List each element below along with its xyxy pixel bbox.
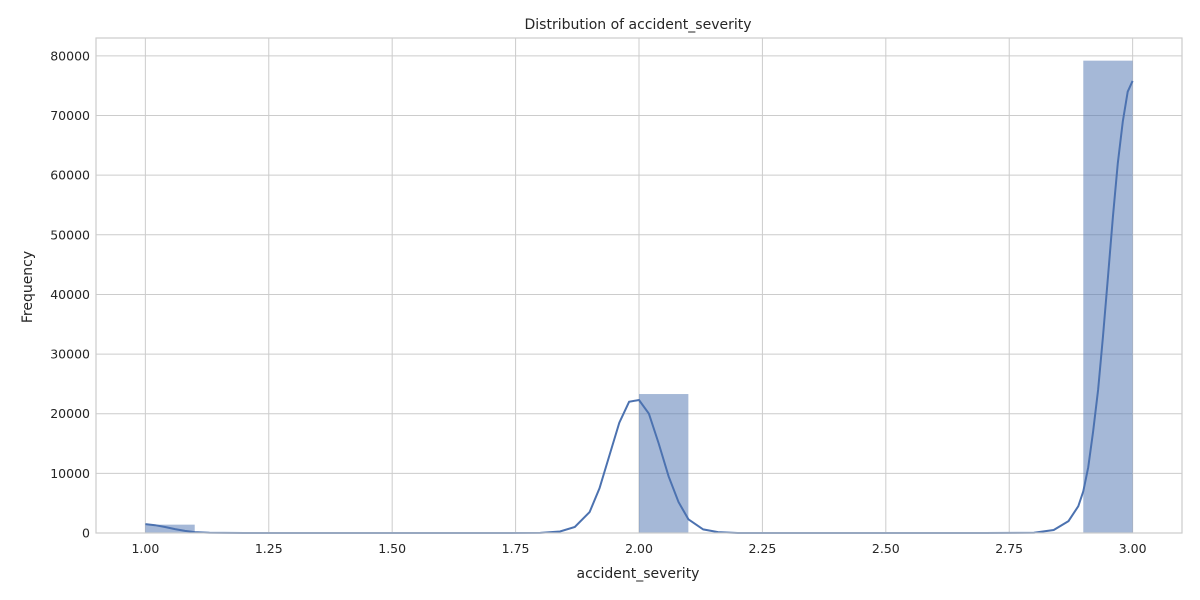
y-tick-label: 40000 bbox=[50, 287, 90, 302]
y-tick-label: 70000 bbox=[50, 108, 90, 123]
y-tick-label: 60000 bbox=[50, 168, 90, 183]
x-tick-label: 2.00 bbox=[625, 541, 653, 556]
y-axis-label: Frequency bbox=[20, 251, 36, 323]
chart-title: Distribution of accident_severity bbox=[524, 17, 751, 33]
histogram-bar bbox=[1083, 60, 1133, 533]
plot-frame bbox=[95, 37, 1183, 534]
y-tick-label: 30000 bbox=[50, 347, 90, 362]
y-tick-label: 50000 bbox=[50, 227, 90, 242]
x-axis-label: accident_severity bbox=[577, 566, 700, 582]
x-tick-label: 2.75 bbox=[995, 541, 1023, 556]
y-tick-label: 0 bbox=[82, 526, 90, 541]
x-tick-label: 1.00 bbox=[131, 541, 159, 556]
x-tick-label: 1.75 bbox=[502, 541, 530, 556]
histogram-bar bbox=[639, 394, 689, 533]
x-tick-label: 3.00 bbox=[1119, 541, 1147, 556]
x-tick-label: 1.50 bbox=[378, 541, 406, 556]
y-tick-label: 10000 bbox=[50, 466, 90, 481]
y-tick-label: 80000 bbox=[50, 48, 90, 63]
x-tick-label: 2.50 bbox=[872, 541, 900, 556]
grid-lines bbox=[96, 38, 1182, 534]
x-tick-label: 2.25 bbox=[748, 541, 776, 556]
x-tick-labels: 1.00 1.25 1.50 1.75 2.00 2.25 2.50 2.75 3.00 bbox=[131, 541, 1146, 556]
x-tick-label: 1.25 bbox=[255, 541, 283, 556]
y-tick-label: 20000 bbox=[50, 406, 90, 421]
y-tick-labels: 0 10000 20000 30000 40000 50000 60000 70000 8000… bbox=[50, 48, 90, 540]
